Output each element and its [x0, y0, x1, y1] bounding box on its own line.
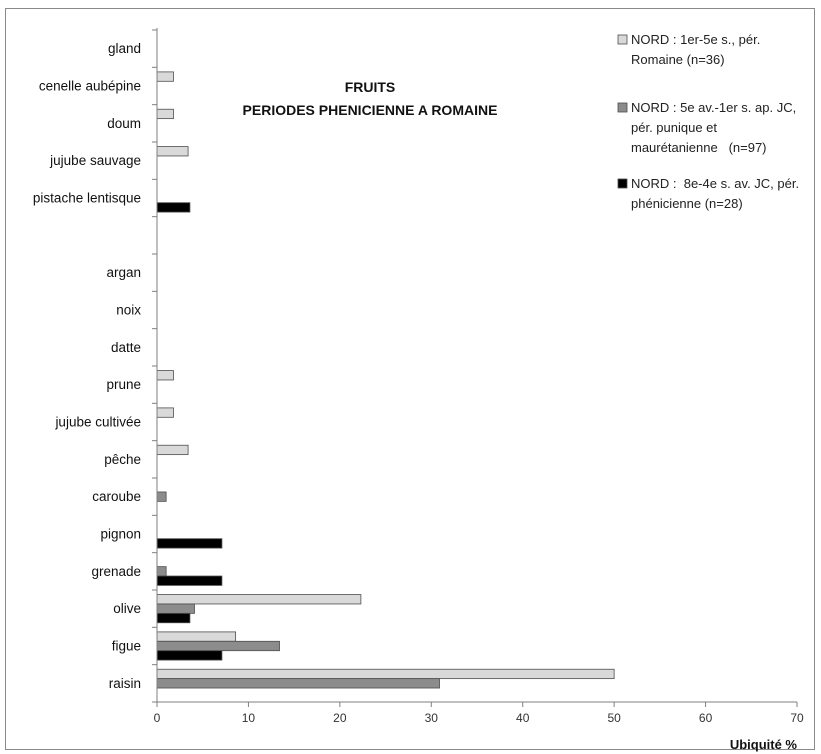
bar-figue-series-3 [156, 650, 223, 661]
bar-olive-series-3 [156, 612, 191, 624]
category-label: figue [112, 639, 141, 654]
category-label: noix [116, 303, 141, 318]
bar-jujube-sauvage-series-1 [156, 146, 189, 157]
chart-title-line-1: FRUITS [345, 79, 396, 95]
x-tick-label: 40 [516, 711, 530, 725]
category-label: pistache lentisque [33, 191, 141, 206]
category-label: gland [108, 41, 141, 56]
x-tick-labels: 0 10 20 30 40 50 60 70 [154, 711, 804, 725]
x-axis-title: Ubiquité % [730, 737, 798, 752]
bar-doum-series-1 [156, 108, 174, 120]
bar-prune-series-1 [156, 370, 174, 381]
bar-grenade-series-3 [156, 575, 223, 586]
bar-cenelle-aubépine-series-1 [156, 71, 174, 82]
bar-pistache-lentisque-series-3 [156, 202, 191, 213]
bar-raisin-series-1 [156, 668, 615, 680]
category-label: prune [106, 377, 141, 392]
bar-raisin-series-2 [156, 678, 440, 689]
bar-caroube-series-2 [156, 491, 167, 502]
legend-label-series-3: NORD : 8e-4e s. av. JC, pér. [631, 176, 799, 191]
bar-olive-series-1 [156, 594, 362, 605]
category-label: doum [107, 116, 141, 131]
chart-title: FRUITS PERIODES PHENICIENNE A ROMAINE [243, 79, 498, 118]
bar-olive-series-2 [156, 603, 195, 614]
bars [156, 71, 615, 689]
legend-swatch-series-3 [617, 178, 628, 189]
category-label: datte [111, 340, 141, 355]
category-label: jujube sauvage [49, 153, 141, 168]
category-label: olive [113, 601, 141, 616]
category-label: caroube [92, 489, 141, 504]
x-tick-label: 20 [333, 711, 347, 725]
x-tick-label: 10 [242, 711, 256, 725]
legend-swatch-series-2 [617, 102, 628, 113]
legend-label-series-1: NORD : 1er-5e s., pér. [631, 32, 760, 47]
bar-figue-series-2 [156, 640, 280, 652]
category-label: jujube cultivée [54, 415, 141, 430]
bar-grenade-series-2 [156, 566, 167, 577]
legend-label-series-1: Romaine (n=36) [631, 52, 725, 67]
x-tick-label: 30 [425, 711, 439, 725]
legend-label-series-2: maurétanienne (n=97) [631, 140, 767, 155]
category-label: raisin [109, 676, 141, 691]
bar-pignon-series-3 [156, 538, 223, 549]
chart-frame [5, 8, 815, 750]
axes [152, 28, 798, 707]
legend-label-series-2: pér. punique et [631, 120, 717, 135]
bar-figue-series-1 [156, 631, 237, 642]
legend-label-series-3: phénicienne (n=28) [631, 196, 743, 211]
x-tick-label: 0 [154, 711, 161, 725]
category-label: grenade [91, 564, 141, 579]
category-label: cenelle aubépine [39, 79, 141, 94]
x-tick-label: 70 [790, 711, 804, 725]
legend-swatch-series-1 [617, 34, 628, 45]
category-labels: gland cenelle aubépine doum jujube sauvage p… [33, 41, 141, 691]
bar-pêche-series-1 [156, 444, 189, 456]
legend: NORD : 1er-5e s., pér. Romaine (n=36) NORD… [617, 32, 799, 211]
x-tick-label: 60 [699, 711, 713, 725]
category-label: pêche [104, 452, 141, 467]
category-label: pignon [100, 527, 141, 542]
x-tick-label: 50 [607, 711, 621, 725]
bar-jujube-cultivée-series-1 [156, 407, 174, 418]
chart-title-line-2: PERIODES PHENICIENNE A ROMAINE [243, 102, 498, 118]
category-label: argan [106, 265, 141, 280]
legend-label-series-2: NORD : 5e av.-1er s. ap. JC, [631, 100, 796, 115]
